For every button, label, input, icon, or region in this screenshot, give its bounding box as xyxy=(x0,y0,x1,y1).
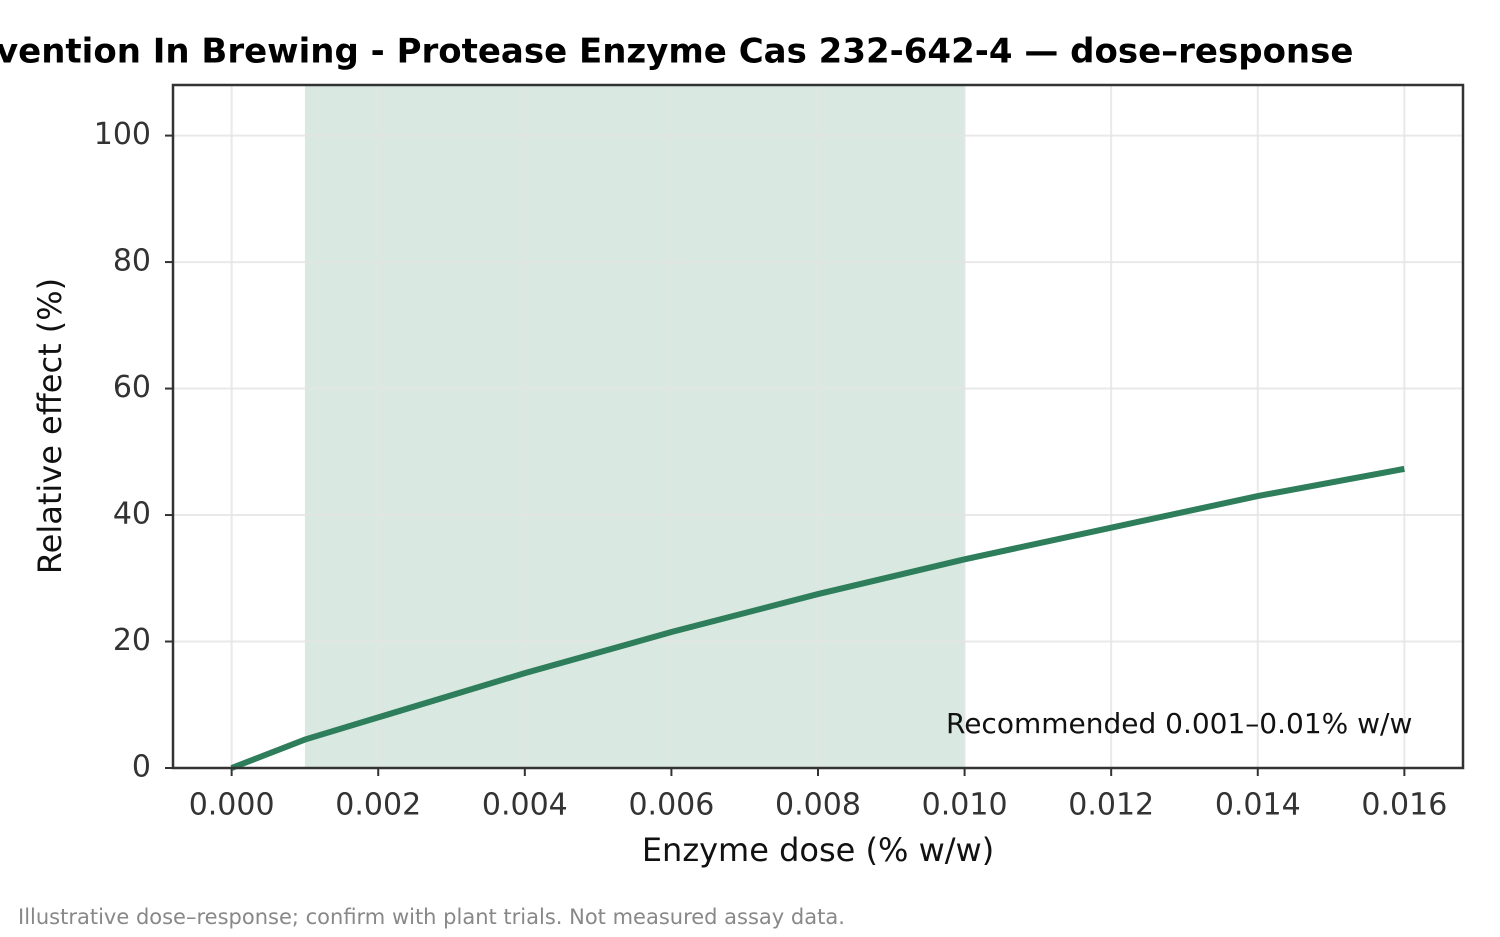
x-axis-label: Enzyme dose (% w/w) xyxy=(642,831,994,869)
plot-frame xyxy=(171,83,1465,770)
x-tick-label: 0.006 xyxy=(628,788,714,823)
x-tick-label: 0.004 xyxy=(482,788,568,823)
x-tick-label: 0.002 xyxy=(335,788,421,823)
y-tick-label: 40 xyxy=(113,497,151,532)
x-tick-label: 0.012 xyxy=(1068,788,1154,823)
y-tick-label: 80 xyxy=(113,244,151,279)
footnote: Illustrative dose–response; confirm with… xyxy=(18,905,845,929)
series-line xyxy=(230,465,1405,771)
legend-label: Recommended 0.001–0.01% w/w xyxy=(946,707,1412,740)
chart-title: vention In Brewing - Protease Enzyme Cas… xyxy=(0,32,1353,72)
x-tick-label: 0.016 xyxy=(1361,788,1447,823)
x-tick-label: 0.008 xyxy=(775,788,861,823)
y-tick-label: 0 xyxy=(132,750,151,785)
legend-swatch xyxy=(865,714,921,735)
x-tick-label: 0.010 xyxy=(922,788,1008,823)
y-tick-label: 60 xyxy=(113,370,151,405)
recommended-span xyxy=(304,85,965,768)
y-tick-label: 100 xyxy=(94,117,151,152)
y-axis-label: Relative effect (%) xyxy=(31,278,69,574)
x-tick-label: 0.000 xyxy=(189,788,275,823)
y-tick-label: 20 xyxy=(113,623,151,658)
x-tick-label: 0.014 xyxy=(1215,788,1301,823)
